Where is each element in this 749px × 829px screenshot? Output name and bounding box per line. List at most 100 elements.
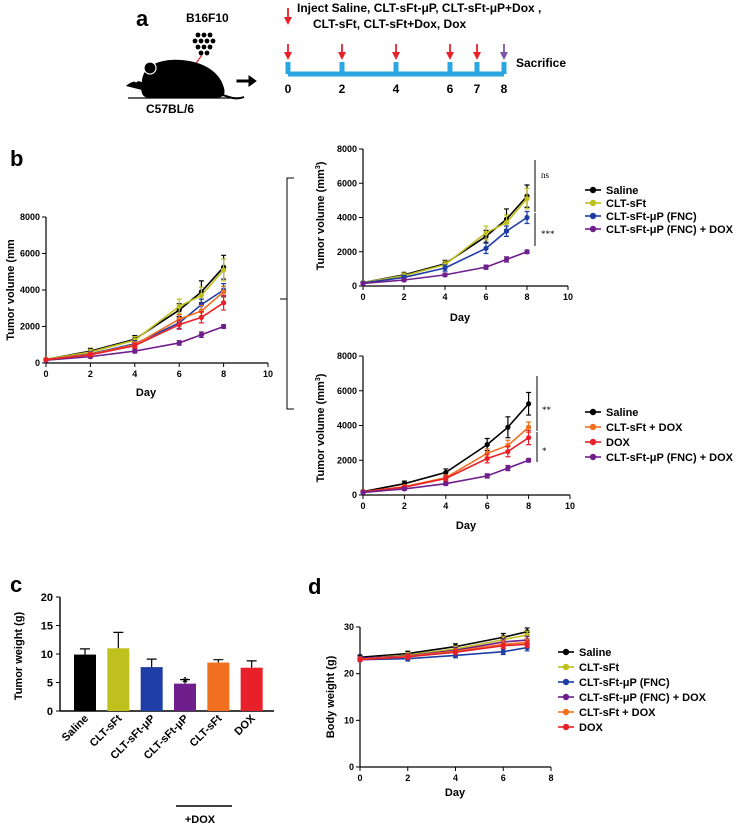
sig-annotation: ns [541,170,550,180]
y-tick-label: 6000 [20,249,40,259]
y-tick-label: 2000 [20,322,40,332]
x-tick-label: 2 [405,773,410,783]
legend-swatch-marker [562,678,570,686]
y-tick-label: 8000 [337,351,357,361]
legend-swatch-marker [589,212,597,220]
x-tick-label: 8 [526,501,531,511]
bar [174,683,196,711]
data-point [505,448,511,455]
legend-swatch-marker [562,693,570,701]
data-point [443,469,449,476]
data-point [503,220,510,226]
y-tick-label: 5 [47,678,53,690]
legend-label: Saline [606,185,638,197]
data-point [483,230,489,236]
data-point [484,473,490,479]
y-tick-label: 10 [41,649,53,661]
bar [107,648,130,711]
x-tick-label: 8 [221,369,226,379]
y-tick-label: 0 [352,490,357,500]
legend-swatch-marker [562,648,570,656]
sig-annotation: *** [541,229,555,239]
panel-label-c: c [10,572,22,597]
y-tick-label: 6000 [337,178,357,188]
x-tick-label: 6 [501,773,506,783]
data-point [526,435,532,441]
x-tick-label: Saline [60,713,91,744]
y-tick-label: 0 [352,281,357,291]
series-line [362,403,530,493]
y-axis-label-main: Tumor volume (mm [315,169,327,270]
x-tick-label: 6 [485,501,490,511]
data-point [484,442,490,448]
data-point [484,455,490,462]
series-line [362,216,528,284]
bar [140,667,163,711]
data-point [500,643,506,649]
legend-inject-arrow [284,8,292,25]
y-axis-label: Tumor volume (mm3) [315,161,327,270]
x-tick-label: 0 [357,773,362,783]
legend-swatch-marker [589,225,597,233]
cell-line-label: B16F10 [186,11,229,25]
data-point [176,340,182,346]
y-tick-label: 30 [344,622,354,632]
timeline-day-label: 8 [501,82,508,96]
chart-d: 0 2 4 6 8 0 10 20 30 Day Body weight (g) Saline C… [325,622,707,799]
data-point [505,465,511,471]
x-tick-label: CLT-sFt [188,712,225,749]
data-point [442,272,448,278]
series-line [362,198,528,284]
series-line [45,325,224,362]
panel-label-a: a [136,6,149,31]
data-point [176,303,182,310]
legend-label: CLT-sFt [579,662,619,674]
x-tick-label: 8 [548,773,553,783]
x-axis-label: Day [450,312,471,324]
legend-label: Saline [606,407,638,419]
data-point [357,657,363,663]
data-point [524,641,530,647]
data-point [405,654,411,660]
bar [240,667,263,711]
data-point [132,348,138,354]
mouse-icon [126,59,245,100]
y-tick-label: 8000 [20,212,40,222]
legend-label: CLT-sFt-μP (FNC) [606,211,697,223]
injection-arrow-icon [392,52,400,60]
legend-swatch-marker [562,723,570,731]
data-point [221,300,227,306]
data-point [443,481,449,487]
data-point [526,424,532,430]
injection-arrow-icon [338,52,346,60]
data-point [500,649,506,655]
injection-arrow-icon [446,52,454,60]
y-tick-label: 4000 [337,421,357,431]
sig-annotation: * [182,674,188,691]
error-bar [146,658,157,668]
x-tick-label: 4 [132,369,137,379]
data-point [221,323,227,330]
series-line [362,436,530,493]
series-line [45,302,225,361]
legend-label: CLT-sFt-μP (FNC) [579,677,670,689]
data-point [526,457,532,463]
chart-b-top: 0 2 4 6 8 10 0 2000 4000 6000 8000 Day Tumor volum… [315,144,734,324]
legend-label: CLT-sFt-μP (FNC) + DOX [579,692,707,704]
x-tick-label: 10 [563,292,573,302]
sacrifice-arrow-icon [500,52,508,60]
timeline-day-label: 2 [339,82,346,96]
x-tick-label: 6 [483,292,488,302]
data-point [503,228,510,234]
y-tick-label: 6000 [337,386,357,396]
data-point [503,256,510,263]
sacrifice-label: Sacrifice [516,56,566,70]
data-point [526,401,532,407]
y-axis-label-main: Tumor volume (mm [315,381,327,482]
data-point [87,352,93,358]
injection-arrow-icon [473,52,481,60]
panel-label-d: d [308,574,321,599]
legend-swatch-marker [562,708,570,716]
legend-swatch-marker [589,453,597,461]
legend-label: CLT-sFt + DOX [606,422,683,434]
